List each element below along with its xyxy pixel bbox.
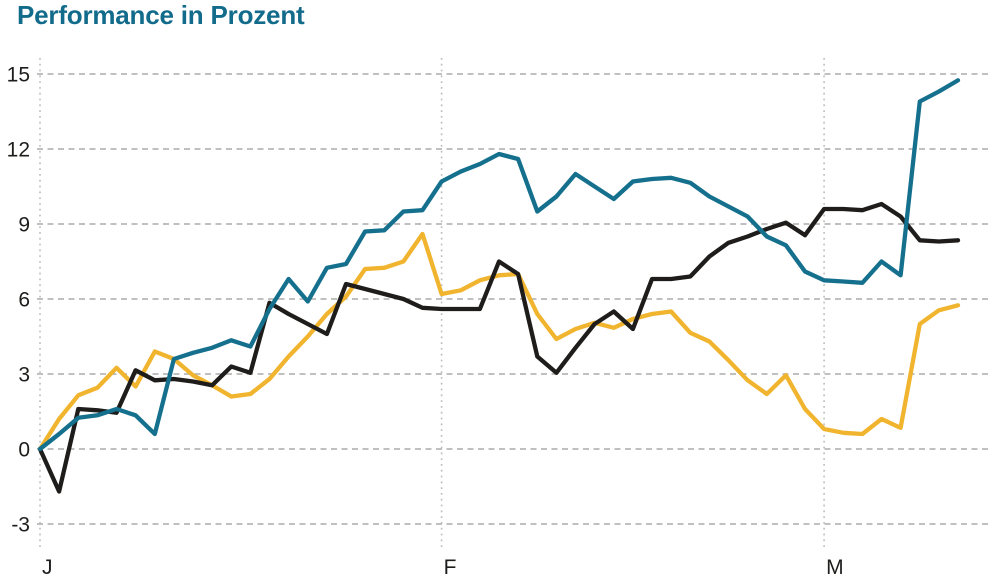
y-tick-label-6: 6 xyxy=(18,289,30,312)
x-tick-label-J: J xyxy=(42,556,53,579)
y-tick-label-12: 12 xyxy=(7,139,30,162)
y-tick-label--3: -3 xyxy=(11,514,30,537)
series-line-teal xyxy=(37,78,961,452)
x-tick-label-M: M xyxy=(826,556,844,579)
y-tick-label-9: 9 xyxy=(18,214,30,237)
chart-title: Performance in Prozent xyxy=(17,0,305,30)
y-tick-label-0: 0 xyxy=(18,439,30,462)
series-line-black xyxy=(37,201,961,494)
x-tick-label-F: F xyxy=(444,556,457,579)
series-line-yellow xyxy=(37,231,961,452)
y-tick-label-3: 3 xyxy=(18,364,30,387)
y-tick-label-15: 15 xyxy=(7,64,30,87)
